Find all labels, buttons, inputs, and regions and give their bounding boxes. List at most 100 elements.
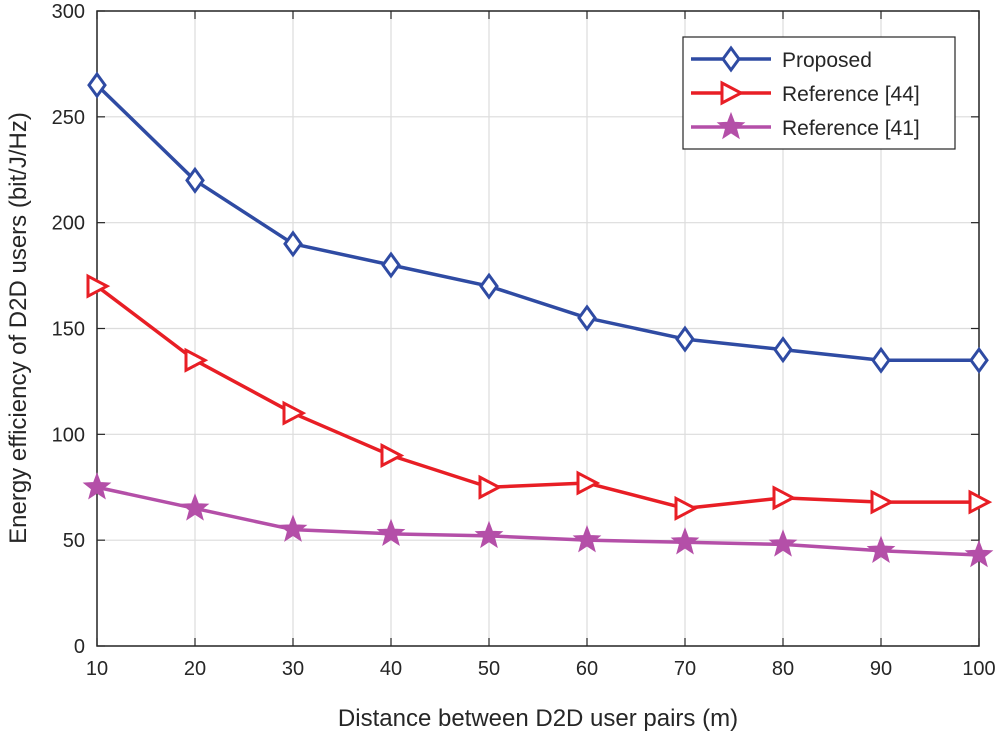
y-tick-label: 100 [52, 424, 85, 446]
x-tick-label: 70 [674, 658, 696, 680]
marker-shape [86, 273, 111, 299]
marker-shape [870, 489, 895, 515]
marker-shape [964, 539, 994, 568]
data-point [772, 485, 797, 511]
legend-item: Reference [44] [691, 80, 920, 106]
data-point [185, 166, 205, 194]
marker-shape [772, 485, 797, 511]
marker-shape [376, 518, 406, 547]
marker-shape [716, 111, 746, 140]
data-point [964, 539, 994, 568]
data-point [577, 304, 597, 332]
data-point [478, 474, 503, 500]
x-tick-label: 80 [772, 658, 794, 680]
legend-item: Reference [41] [691, 111, 920, 140]
series-layer [82, 71, 994, 568]
y-tick-label: 200 [52, 213, 85, 235]
data-point [87, 71, 107, 99]
y-tick-label: 50 [63, 530, 85, 552]
series-line [95, 83, 979, 362]
legend-label: Reference [41] [782, 117, 920, 140]
series-1 [87, 71, 989, 374]
marker-shape [674, 495, 699, 521]
marker-shape [87, 71, 107, 99]
marker-shape [283, 230, 303, 258]
marker-shape [381, 251, 401, 279]
marker-shape [184, 347, 209, 373]
x-tick-label: 100 [962, 658, 995, 680]
legend-marker [716, 111, 746, 140]
data-point [86, 273, 111, 299]
y-tick-label: 0 [74, 636, 85, 658]
marker-shape [968, 489, 993, 515]
marker-shape [721, 45, 741, 73]
data-point [969, 346, 989, 374]
y-tick-label: 150 [52, 319, 85, 341]
x-tick-label: 20 [184, 658, 206, 680]
data-point [773, 336, 793, 364]
data-point [576, 470, 601, 496]
data-point [282, 400, 307, 426]
series-line [96, 485, 980, 557]
data-point [674, 495, 699, 521]
marker-shape [180, 493, 210, 521]
marker-shape [670, 527, 700, 555]
legend-item: Proposed [691, 45, 872, 73]
marker-shape [577, 304, 597, 332]
data-point [180, 493, 210, 521]
marker-shape [871, 346, 891, 374]
series-line [95, 284, 979, 511]
marker-shape [380, 443, 405, 468]
y-tick-label: 300 [52, 1, 85, 23]
series-2 [86, 273, 993, 521]
marker-shape [576, 470, 601, 496]
marker-shape [768, 529, 798, 557]
x-tick-label: 40 [380, 658, 402, 680]
x-tick-label: 50 [478, 658, 500, 680]
marker-shape [82, 472, 112, 500]
marker-shape [185, 166, 205, 194]
marker-shape [969, 346, 989, 374]
x-tick-label: 90 [870, 658, 892, 680]
legend: Proposed Reference [44] Reference [41] [682, 36, 956, 150]
legend-label: Reference [44] [782, 83, 920, 106]
y-axis-label: Energy efficiency of D2D users (bit/J/Hz… [5, 112, 32, 544]
marker-shape [720, 80, 745, 106]
data-point [474, 520, 504, 549]
marker-shape [278, 514, 308, 542]
marker-shape [479, 272, 499, 300]
legend-marker [720, 80, 745, 106]
data-point [184, 347, 209, 373]
marker-shape [675, 325, 695, 353]
x-tick-label: 60 [576, 658, 598, 680]
marker-shape [474, 520, 504, 549]
data-point [572, 525, 602, 553]
marker-shape [572, 525, 602, 553]
data-point [283, 230, 303, 258]
data-point [871, 346, 891, 374]
x-tick-label: 10 [86, 658, 108, 680]
data-point [675, 325, 695, 353]
marker-shape [282, 400, 307, 426]
marker-shape [773, 336, 793, 364]
data-point [278, 514, 308, 542]
data-point [479, 272, 499, 300]
series-3 [82, 472, 994, 568]
data-point [376, 518, 406, 547]
data-point [380, 443, 405, 468]
marker-shape [866, 535, 896, 563]
y-axis-ticks: 0 50 100 150 200 250 300 [52, 1, 979, 658]
data-point [768, 529, 798, 557]
data-point [968, 489, 993, 515]
data-point [82, 472, 112, 500]
x-tick-label: 30 [282, 658, 304, 680]
data-point [670, 527, 700, 555]
data-point [870, 489, 895, 515]
data-point [381, 251, 401, 279]
legend-marker [721, 45, 741, 73]
marker-shape [478, 474, 503, 500]
data-point [866, 535, 896, 563]
legend-label: Proposed [782, 49, 872, 72]
y-tick-label: 250 [52, 107, 85, 129]
